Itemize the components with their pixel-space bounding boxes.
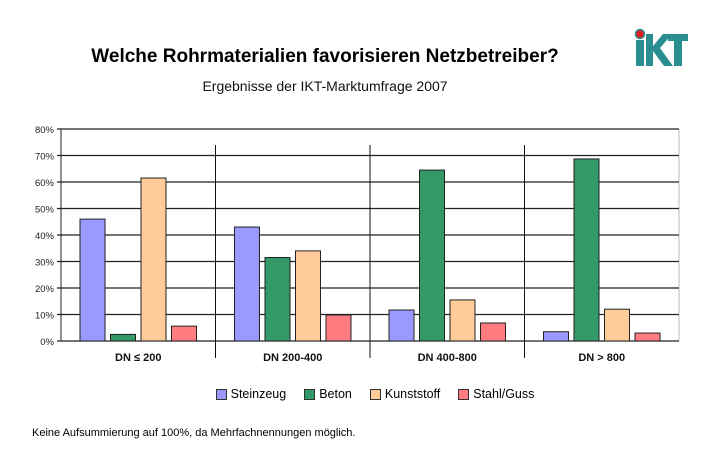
legend-swatch: [215, 388, 227, 400]
y-tick-label: 80%: [35, 125, 55, 136]
ikt-logo: [596, 28, 688, 81]
bar-beton: [110, 333, 136, 342]
bar-stahl-guss: [171, 325, 197, 342]
y-tick-label: 20%: [35, 284, 55, 295]
y-tick-label: 60%: [35, 178, 55, 189]
y-tick-label: 0%: [40, 337, 54, 348]
bar-kunststoff: [140, 177, 167, 342]
legend-item: Kunststoff: [369, 387, 441, 401]
bar-kunststoff: [295, 250, 321, 342]
bar-kunststoff: [604, 308, 630, 342]
legend-item: Steinzeug: [215, 387, 287, 401]
x-category-label: DN 400-800: [418, 352, 477, 364]
legend-label: Stahl/Guss: [473, 387, 535, 401]
x-category-label: DN > 800: [578, 352, 625, 364]
legend-item: Beton: [304, 387, 352, 401]
chart-subtitle: Ergebnisse der IKT-Marktumfrage 2007: [202, 78, 448, 94]
bar-steinzeug: [79, 218, 106, 342]
chart-legend: Steinzeug Beton Kunststoff Stahl/Guss: [0, 387, 720, 401]
legend-label: Steinzeug: [230, 387, 287, 401]
x-category-label: DN 200-400: [263, 352, 322, 364]
y-tick-label: 10%: [35, 311, 55, 322]
bar-stahl-guss: [634, 332, 661, 342]
bar-stahl-guss: [325, 314, 352, 342]
y-tick-label: 70%: [35, 152, 55, 163]
y-tick-label: 30%: [35, 258, 55, 269]
bar-stahl-guss: [480, 322, 506, 342]
y-tick-label: 40%: [35, 231, 55, 242]
bar-beton: [573, 158, 600, 342]
x-category-label: DN ≤ 200: [115, 352, 161, 364]
bar-beton: [264, 257, 291, 342]
bar-beton: [419, 169, 445, 342]
legend-label: Beton: [319, 387, 352, 401]
y-tick-label: 50%: [35, 205, 55, 216]
bar-steinzeug: [234, 226, 260, 342]
legend-item: Stahl/Guss: [458, 387, 534, 401]
footnote: Keine Aufsummierung auf 100%, da Mehrfac…: [32, 427, 356, 439]
chart-title: Welche Rohrmaterialien favorisieren Netz…: [91, 46, 559, 67]
bar-kunststoff: [449, 299, 476, 342]
legend-swatch: [458, 388, 470, 400]
bar-steinzeug: [388, 309, 415, 342]
legend-label: Kunststoff: [384, 387, 441, 401]
bar-steinzeug: [543, 331, 569, 342]
legend-swatch: [369, 388, 381, 400]
legend-swatch: [304, 388, 316, 400]
